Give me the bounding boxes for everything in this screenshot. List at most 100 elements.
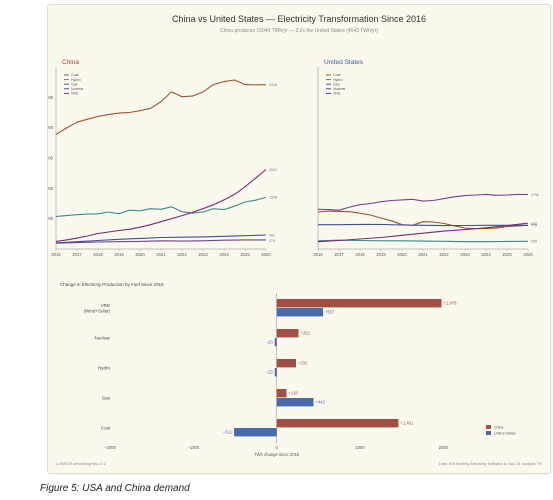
china-x-tick-label: 2017 <box>72 252 82 257</box>
us-end-label: 855 <box>531 222 537 226</box>
bar-x-tick-label: 0 <box>275 445 278 450</box>
us-panel-title: United States <box>324 59 364 66</box>
footer-left: LOWESS smoothing frac=0.2 <box>56 462 106 466</box>
china-end-label-vre: 2621 <box>269 168 277 172</box>
us-end-label-gas: 1796 <box>531 193 539 197</box>
china-y-tick-label: 5000 <box>48 95 54 100</box>
china-end-label-nuclear: 460 <box>269 233 275 237</box>
us-x-tick-label: 2022 <box>439 252 449 257</box>
bar-value-label: +118 <box>289 391 299 396</box>
china-legend-label: Gas <box>71 82 78 86</box>
us-legend-label: VRE <box>333 92 341 96</box>
china-end-label: 274 <box>269 239 275 243</box>
us-end-label-hydro: 255 <box>531 240 537 244</box>
china-legend-label: Nuclear <box>71 87 84 91</box>
footer-right: Data: IEA Monthly Electricity Statistics… <box>439 462 542 466</box>
bar-value-label: +262 <box>301 331 311 336</box>
bar-legend-label: United States <box>494 431 516 435</box>
bar-value-label: +442 <box>316 400 326 405</box>
china-series-line-hydro <box>55 196 267 218</box>
us-x-tick-label: 2021 <box>418 252 428 257</box>
us-series-line-nuclear <box>318 223 528 227</box>
us-legend-label: Hydro <box>333 78 343 82</box>
bar-united-states <box>234 428 277 437</box>
bar-value-label: −23 <box>266 370 274 375</box>
bar-china <box>276 359 296 368</box>
china-x-tick-label: 2018 <box>93 252 103 257</box>
china-y-tick-label: 1000 <box>48 216 54 221</box>
bar-value-label: −23 <box>266 340 274 345</box>
bar-china <box>276 419 399 428</box>
bar-legend-swatch <box>486 431 491 435</box>
bar-legend-swatch <box>486 425 491 429</box>
us-x-tick-label: 2023 <box>460 252 470 257</box>
china-y-tick-label: 2000 <box>48 186 54 191</box>
bar-china <box>276 389 287 398</box>
china-x-tick-label: 2024 <box>219 252 229 257</box>
china-panel-title: China <box>62 59 79 66</box>
china-end-label-hydro: 1306 <box>269 196 277 200</box>
us-x-tick-label: 2020 <box>397 252 407 257</box>
china-y-tick-label: 4000 <box>48 125 54 130</box>
china-x-tick-label: 2026 <box>261 252 271 257</box>
us-x-tick-label: 2025 <box>502 252 512 257</box>
bar-x-tick-label: −1000 <box>187 445 199 450</box>
us-x-tick-label: 2026 <box>523 252 533 257</box>
us-x-tick-label: 2024 <box>481 252 491 257</box>
us-x-tick-label: 2016 <box>313 252 323 257</box>
us-x-tick-label: 2018 <box>355 252 365 257</box>
bar-value-label: −511 <box>223 430 233 435</box>
china-series-line-nuclear <box>55 234 267 244</box>
china-series-line-vre <box>55 169 267 242</box>
china-series-line-coal <box>55 79 267 135</box>
bar-x-tick-label: 2000 <box>439 445 449 450</box>
bar-value-label: +232 <box>298 361 308 366</box>
china-x-tick-label: 2016 <box>51 252 61 257</box>
us-legend-label: Nuclear <box>333 87 346 91</box>
bar-category-label: Hydro <box>98 366 111 371</box>
china-series-line-gas <box>55 239 266 244</box>
china-legend-label: VRE <box>71 92 79 96</box>
china-x-tick-label: 2019 <box>114 252 124 257</box>
china-x-tick-label: 2020 <box>135 252 145 257</box>
china-x-tick-label: 2025 <box>240 252 250 257</box>
bar-united-states <box>276 308 324 317</box>
figure-caption: Figure 5: USA and China demand <box>40 483 190 494</box>
us-series-line-vre <box>317 222 529 243</box>
china-x-tick-label: 2022 <box>177 252 187 257</box>
main-subtitle: China produces 10049 TWh/yr — 2.2x the U… <box>220 28 378 34</box>
bar-legend-label: China <box>494 425 503 429</box>
bar-value-label: +1,978 <box>444 301 458 306</box>
us-legend-label: Coal <box>333 73 341 77</box>
china-x-tick-label: 2021 <box>156 252 166 257</box>
bar-x-axis-label: TWh change since 2016 <box>254 452 300 457</box>
us-x-tick-label: 2017 <box>334 252 344 257</box>
china-legend-label: Coal <box>71 73 79 77</box>
bar-x-tick-label: −2000 <box>104 445 116 450</box>
china-x-tick-label: 2023 <box>198 252 208 257</box>
us-x-tick-label: 2019 <box>376 252 386 257</box>
china-legend-label: Hydro <box>71 78 81 82</box>
bar-china <box>276 299 442 308</box>
bar-united-states <box>274 338 277 347</box>
bar-value-label: +1,461 <box>400 421 414 426</box>
chart-panel: China vs United States — Electricity Tra… <box>47 4 551 474</box>
us-end-label: 779 <box>531 224 537 228</box>
bar-category-label: (Wind+Solar) <box>84 308 111 313</box>
us-legend-label: Gas <box>333 82 340 86</box>
bar-china <box>276 329 299 338</box>
bar-category-label: Nuclear <box>94 336 110 341</box>
china-end-label-coal: 5416 <box>269 83 277 87</box>
bar-category-label: Gas <box>102 396 111 401</box>
us-series-line-gas <box>317 193 529 211</box>
bar-united-states <box>274 368 277 377</box>
us-series-line-hydro <box>317 239 529 243</box>
bar-category-label: Coal <box>101 426 110 431</box>
bar-category-label: VRE <box>101 303 110 308</box>
bar-chart-title: Change in Electricity Production by Fuel… <box>60 282 164 287</box>
bar-united-states <box>276 398 314 407</box>
bar-x-tick-label: 1000 <box>355 445 365 450</box>
us-series-line-coal <box>317 210 529 230</box>
main-title: China vs United States — Electricity Tra… <box>172 14 426 24</box>
china-y-tick-label: 3000 <box>48 156 54 161</box>
